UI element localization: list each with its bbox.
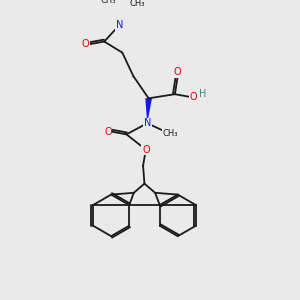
Polygon shape [145, 98, 152, 123]
Text: CH₃: CH₃ [130, 0, 145, 8]
Text: N: N [143, 118, 151, 128]
Text: CH₃: CH₃ [163, 129, 178, 138]
Text: N: N [116, 20, 123, 30]
Text: O: O [174, 67, 182, 77]
Text: CH₃: CH₃ [101, 0, 116, 5]
Text: O: O [82, 39, 89, 49]
Text: O: O [189, 92, 197, 102]
Text: O: O [142, 145, 150, 154]
Text: O: O [104, 127, 112, 136]
Text: H: H [199, 88, 206, 99]
